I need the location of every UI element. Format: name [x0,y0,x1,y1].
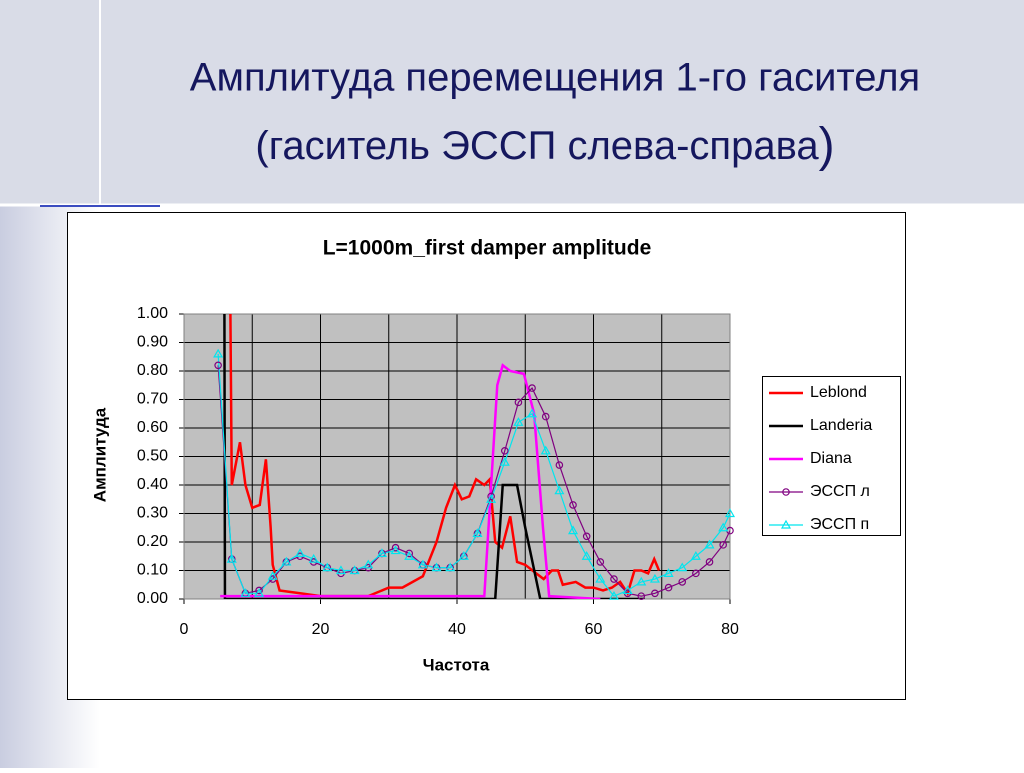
series-line [223,314,645,599]
marker [335,565,347,575]
marker [404,551,415,560]
y-tick-label: 0.00 [137,590,168,607]
marker [622,585,633,595]
marker [458,551,469,560]
marker [226,553,237,563]
slide-title-part: (гаситель ЭССП слева-справа [255,124,819,168]
marker [692,569,700,578]
title-band [0,0,1024,205]
marker [637,592,646,600]
marker [610,575,618,583]
marker [527,408,538,418]
marker [255,586,263,595]
legend-label: Landeria [810,417,872,434]
slide-title-part: ) [819,119,835,172]
marker [567,525,579,535]
marker [308,553,319,563]
marker [649,573,660,583]
marker [704,539,715,549]
marker [651,589,659,598]
marker [596,558,605,566]
marker [664,583,673,592]
x-tick-label: 40 [448,621,466,638]
series-line [217,353,730,597]
marker [705,558,714,566]
marker [780,519,792,529]
marker [214,361,222,370]
y-tick-label: 0.60 [137,419,168,436]
marker [417,559,428,569]
x-tick-label: 0 [180,621,189,638]
marker [376,548,387,557]
marker [513,417,524,426]
slide-title: Амплитуда перемещения 1-го гасителя [190,56,920,100]
y-tick-label: 0.20 [137,533,168,550]
series-group [217,314,730,599]
marker [782,488,790,496]
legend-label: Diana [810,450,852,467]
x-tick-label: 60 [585,621,603,638]
y-tick-label: 1.00 [137,305,168,322]
marker [405,549,414,558]
marker [690,551,701,560]
marker [540,445,551,455]
marker [391,543,400,552]
y-tick-label: 0.80 [137,362,168,379]
marker [582,532,591,541]
marker [541,412,550,421]
marker [431,562,442,572]
series-line [220,363,601,599]
marker [514,398,523,407]
marker [322,562,333,572]
marker [595,573,606,583]
chart-title: L=1000m_first damper amplitude [323,237,652,260]
legend-label: ЭССП л [810,483,870,500]
marker [445,562,456,572]
y-tick-label: 0.30 [137,505,168,522]
marker [486,494,497,503]
marker [499,456,510,466]
marker [294,548,306,557]
x-axis-label: Частота [423,655,490,674]
marker [281,556,292,566]
y-tick-label: 0.50 [137,448,168,465]
marker [528,384,536,392]
marker [678,578,687,586]
marker [724,508,736,518]
marker [718,522,729,532]
series-line [229,314,661,598]
y-tick-label: 0.10 [137,562,168,579]
marker [554,485,565,495]
marker [267,570,278,580]
marker [569,501,577,509]
y-tick-label: 0.70 [137,391,168,408]
marker [390,545,401,555]
marker [555,461,564,469]
legend [762,376,901,536]
legend-label: Leblond [810,384,867,401]
marker [472,528,483,538]
marker [608,590,620,600]
y-tick-label: 0.40 [137,476,168,493]
marker [636,576,647,586]
marker [500,446,509,455]
marker [677,562,688,572]
legend-label: ЭССП п [810,516,869,533]
marker [719,541,727,549]
y-axis-label: Амплитуда [90,407,109,502]
marker [487,492,495,501]
y-tick-label: 0.90 [137,334,168,351]
slide-title: (гаситель ЭССП слева-справа) [255,119,834,172]
marker [349,565,360,575]
marker [363,559,374,569]
x-tick-label: 80 [721,621,739,638]
marker [663,568,674,577]
marker [254,588,265,597]
marker [240,588,251,597]
marker [581,551,592,560]
marker [213,348,224,358]
x-tick-label: 20 [312,621,330,638]
